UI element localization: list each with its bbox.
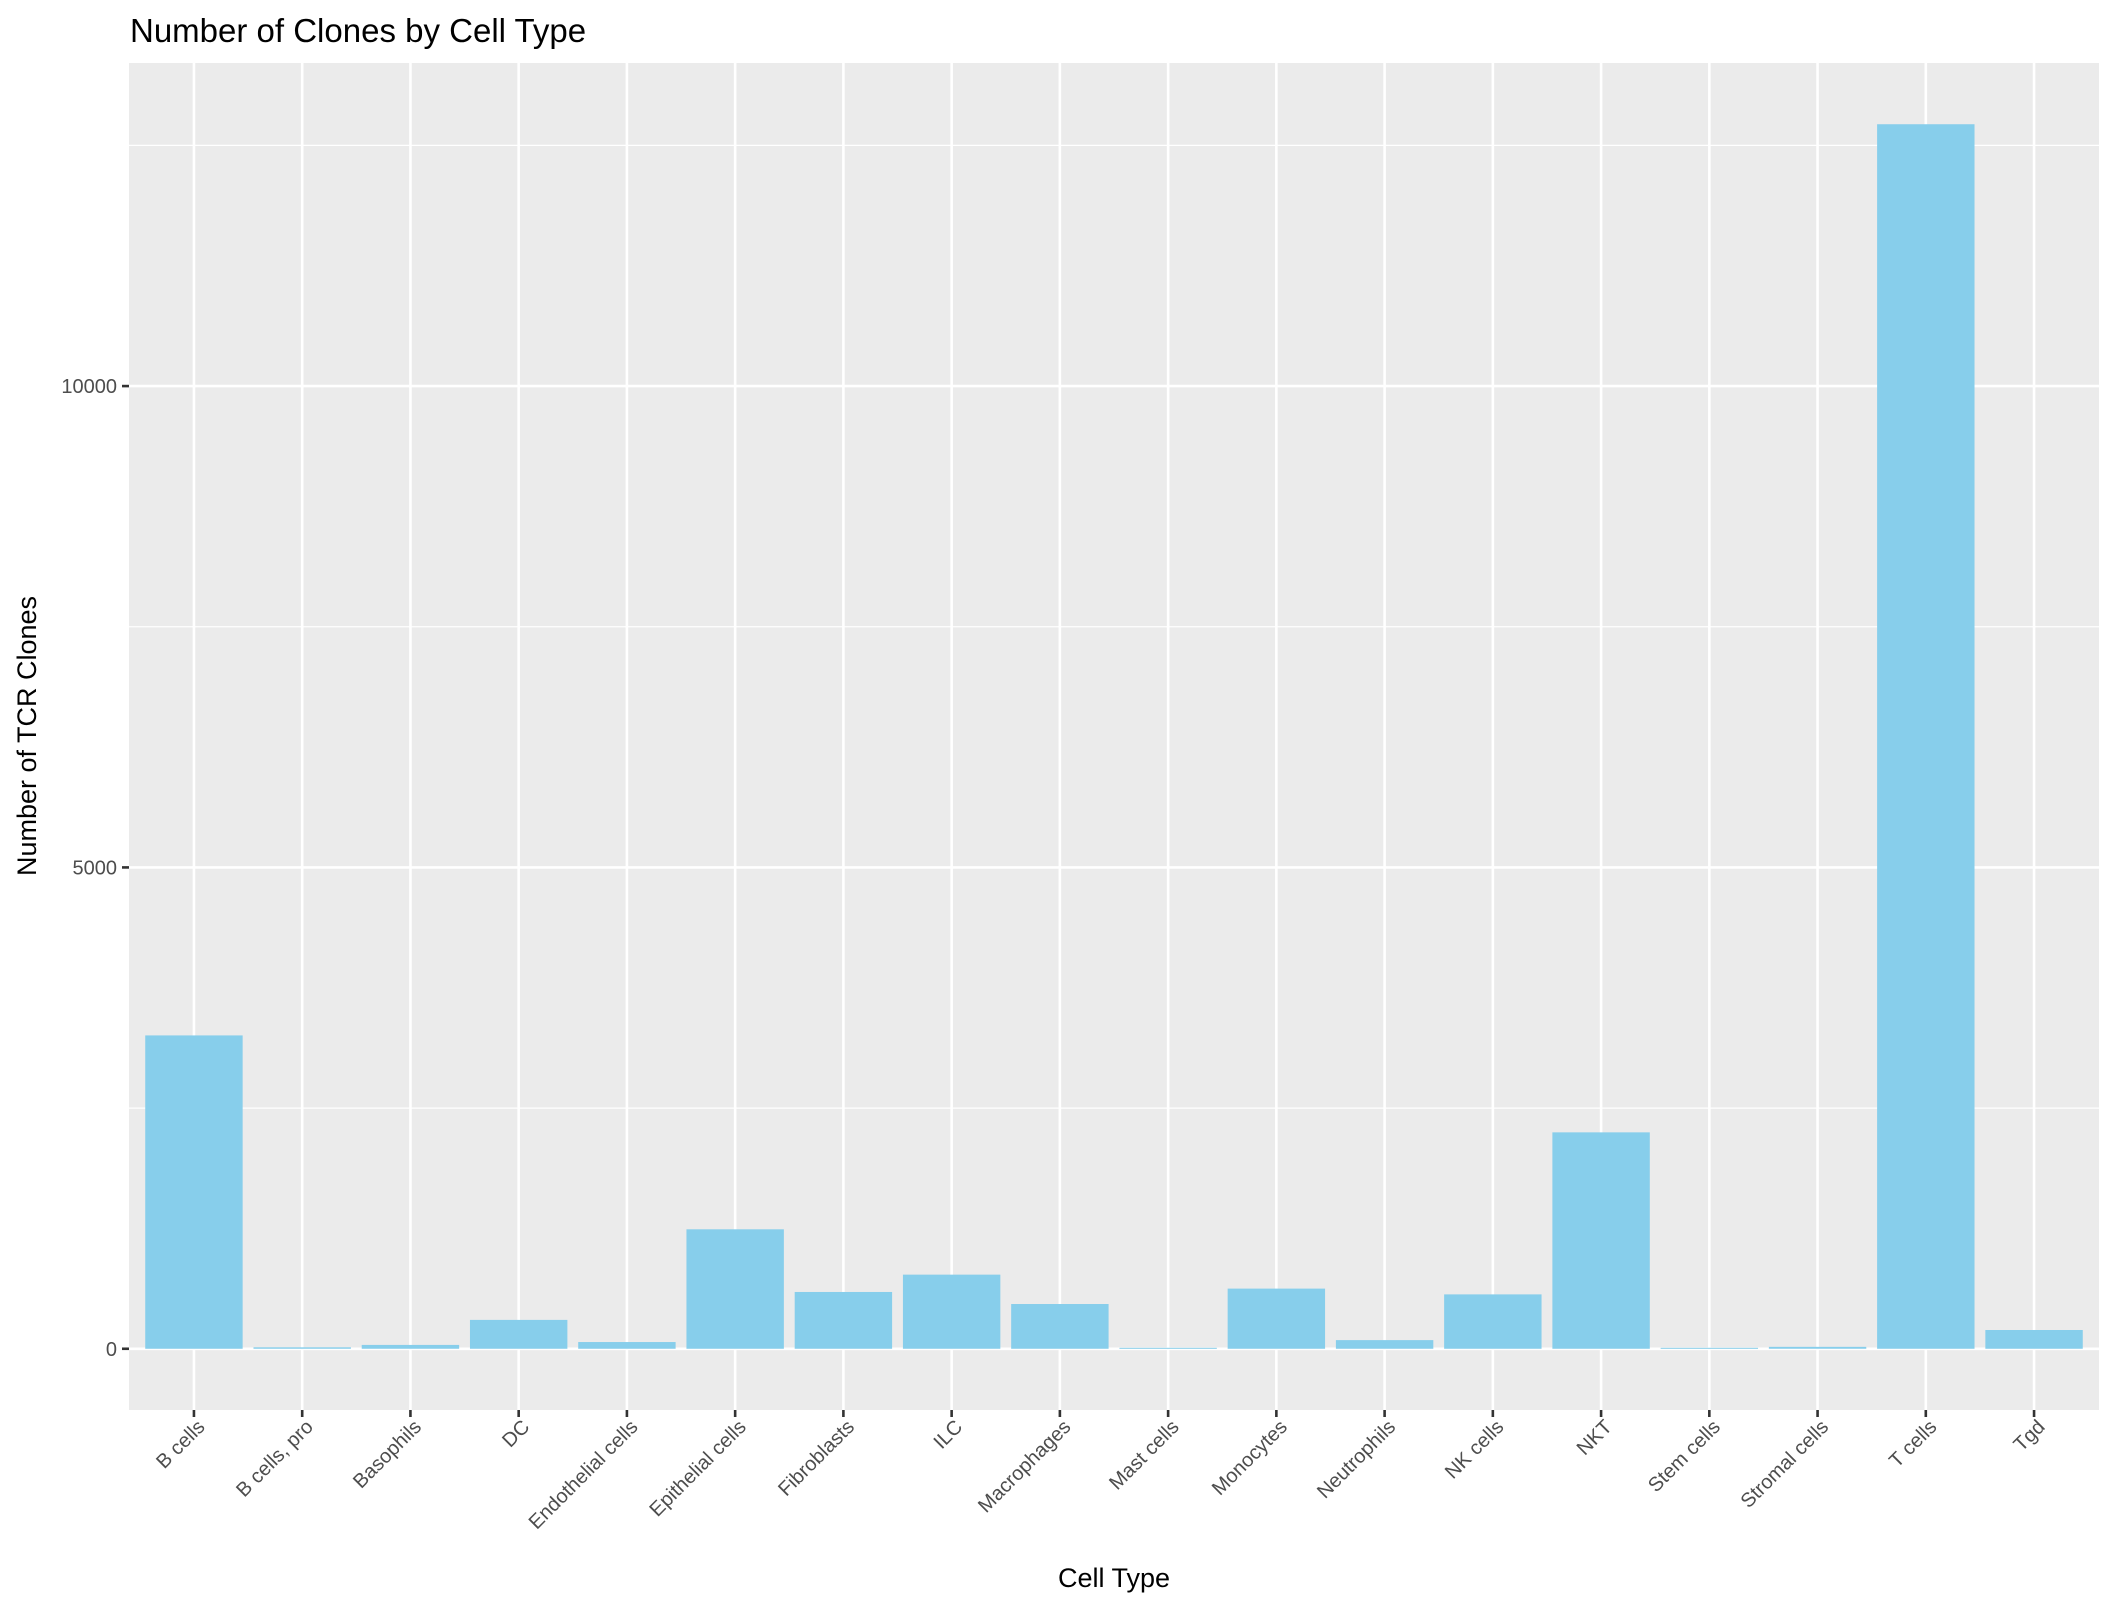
bar [578,1342,676,1349]
chart-title: Number of Clones by Cell Type [130,12,586,49]
x-tick-label: Macrophages [974,1416,1075,1517]
bar [1985,1330,2083,1349]
x-tick-label: T cells [1885,1416,1941,1472]
x-tick-label: ILC [930,1416,968,1454]
minor-gridlines [129,144,2099,1109]
y-tick-label: 0 [106,1339,117,1361]
x-tick-label: Stromal cells [1737,1416,1834,1513]
bar [686,1229,784,1349]
bar [361,1344,460,1349]
x-tick-label: Neutrophils [1313,1416,1400,1503]
x-tick-label: Endothelial cells [525,1416,643,1534]
bar [1444,1294,1542,1349]
plot-panel [129,63,2099,1410]
bar [1552,1132,1650,1349]
bar [1119,1347,1217,1349]
x-tick-label: B cells, pro [232,1416,318,1502]
y-tick-label: 5000 [73,857,118,879]
y-axis: 0 5000 10000 [61,376,129,1361]
bar [469,1319,568,1349]
bar [1768,1346,1867,1349]
bar [1877,124,1975,1349]
bar [1227,1288,1326,1349]
x-axis-title: Cell Type [1058,1563,1170,1593]
x-tick-label: Stem cells [1644,1416,1725,1497]
x-tick-label: Tgd [2010,1416,2050,1456]
x-axis: B cells B cells, pro Basophils DCEndothelia… [152,1410,2050,1534]
x-tick-label: Mast cells [1105,1416,1183,1494]
bar [1660,1347,1759,1349]
y-axis-title: Number of TCR Clones [12,596,42,876]
bar [253,1347,351,1349]
x-tick-label: B cells [152,1416,209,1473]
x-tick-label: Monocytes [1208,1416,1292,1500]
bars [145,124,2083,1349]
bar [902,1274,1001,1349]
bar [145,1035,243,1349]
x-tick-label: Fibroblasts [774,1416,859,1501]
y-tick-label: 10000 [61,376,117,398]
bar [1011,1304,1109,1349]
x-tick-label: Basophils [349,1416,426,1493]
bar [1335,1340,1434,1349]
bar [794,1291,893,1349]
x-tick-label: NK cells [1441,1416,1508,1483]
x-tick-label: DC [498,1416,534,1452]
x-tick-label: NKT [1573,1416,1617,1460]
x-tick-label: Epithelial cells [646,1416,751,1521]
